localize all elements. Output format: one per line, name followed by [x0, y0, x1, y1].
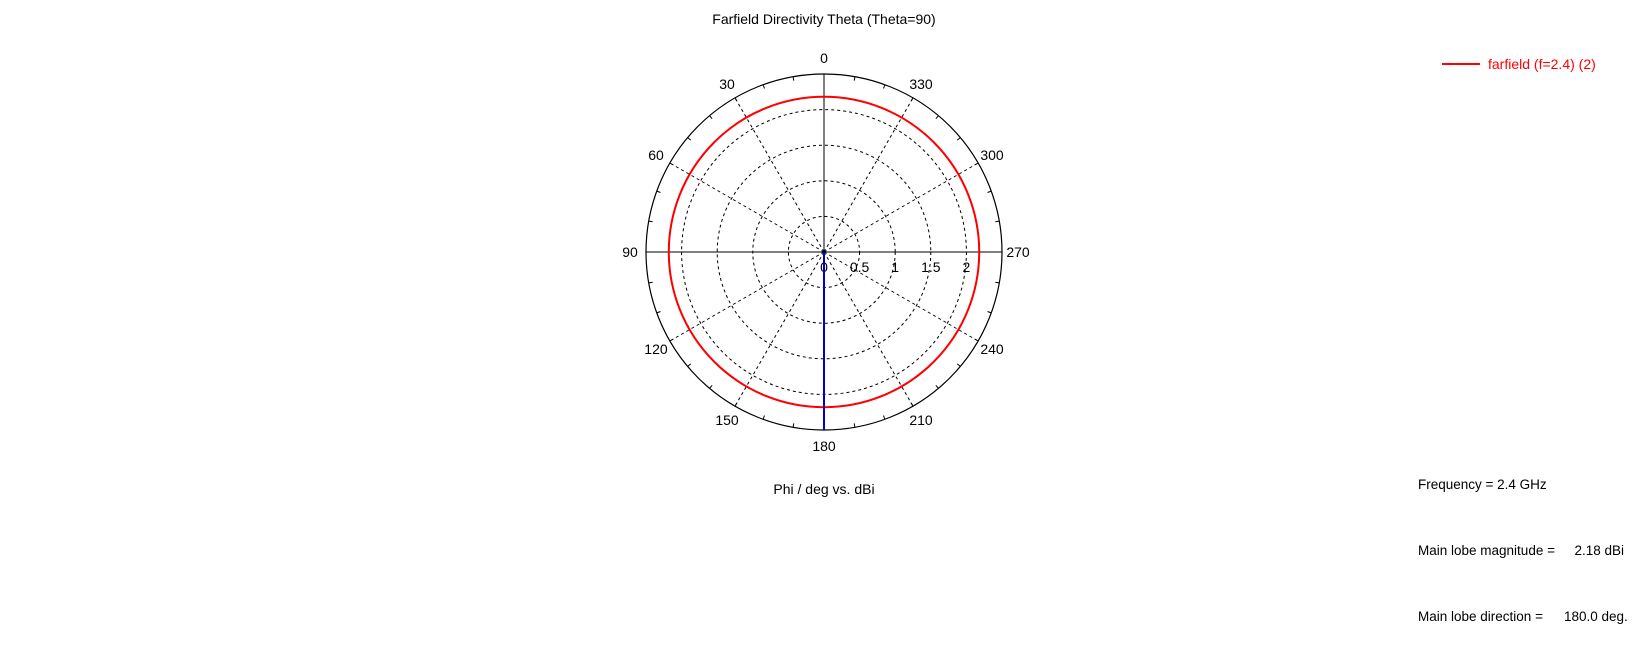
- outer-tick: [687, 137, 692, 141]
- outer-tick: [669, 162, 674, 166]
- outer-tick: [956, 137, 961, 141]
- main-lobe-direction-value: 180.0 deg.: [1564, 609, 1628, 624]
- grid-spoke-300: [823, 162, 979, 253]
- legend-label: farfield (f=2.4) (2): [1488, 56, 1596, 72]
- frequency-text: Frequency = 2.4 GHz: [1418, 477, 1547, 492]
- outer-tick: [734, 97, 738, 102]
- grid-spoke-150: [734, 251, 825, 407]
- frequency-info: Frequency = 2.4 GHz: [1418, 474, 1628, 496]
- grid-spoke-330: [823, 97, 914, 253]
- grid-spoke-30: [734, 97, 825, 253]
- outer-tick: [687, 363, 692, 367]
- angle-label-180: 180: [812, 438, 836, 454]
- polar-chart: Farfield Directivity Theta (Theta=90) 0 3…: [622, 11, 1596, 497]
- series-layer: [667, 95, 981, 430]
- angle-label-120: 120: [644, 341, 668, 357]
- angle-label-90: 90: [622, 244, 638, 260]
- outer-tick: [656, 311, 661, 314]
- radial-tick-label: 2: [963, 259, 971, 275]
- outer-tick: [853, 423, 856, 428]
- angle-label-0: 0: [820, 50, 828, 66]
- main-lobe-magnitude-label: Main lobe magnitude =: [1418, 543, 1555, 558]
- main-lobe-direction-info: Main lobe direction = 180.0 deg.: [1418, 606, 1628, 628]
- radial-tick-label: 0.5: [850, 259, 870, 275]
- outer-tick: [734, 402, 738, 407]
- outer-tick: [974, 338, 979, 342]
- legend: farfield (f=2.4) (2): [1442, 56, 1596, 72]
- grid-spoke-60: [669, 162, 825, 253]
- main-lobe-magnitude-value: 2.18 dBi: [1574, 543, 1624, 558]
- outer-tick: [762, 415, 765, 420]
- outer-tick: [762, 84, 765, 89]
- outer-tick: [669, 338, 674, 342]
- outer-tick: [956, 363, 961, 367]
- outer-tick: [648, 220, 653, 223]
- radial-tick-label: 1.5: [921, 259, 941, 275]
- radial-tick-labels: 00.511.52: [820, 259, 970, 275]
- angle-labels: 0 30 60 90 120 150 180 210 240 270 300 330: [622, 50, 1030, 454]
- outer-tick: [709, 384, 713, 389]
- outer-tick: [792, 76, 795, 81]
- outer-tick: [709, 115, 713, 120]
- main-lobe-magnitude-info: Main lobe magnitude = 2.18 dBi: [1418, 540, 1628, 562]
- outer-tick: [935, 384, 939, 389]
- angle-label-270: 270: [1006, 244, 1030, 260]
- outer-tick: [648, 281, 653, 284]
- angle-label-60: 60: [648, 147, 664, 163]
- outer-tick: [974, 162, 979, 166]
- outer-tick: [995, 220, 1000, 223]
- angle-label-330: 330: [909, 76, 933, 92]
- chart-title: Farfield Directivity Theta (Theta=90): [712, 11, 935, 27]
- grid-spoke-210: [823, 251, 914, 407]
- outer-tick: [987, 190, 992, 193]
- angle-label-300: 300: [980, 147, 1004, 163]
- outer-tick: [935, 115, 939, 120]
- outer-tick: [792, 423, 795, 428]
- angle-label-150: 150: [715, 412, 739, 428]
- outer-tick: [656, 190, 661, 193]
- info-panel: Frequency = 2.4 GHz Main lobe magnitude …: [1418, 430, 1628, 650]
- x-axis-label: Phi / deg vs. dBi: [773, 481, 874, 497]
- main-lobe-direction-label: Main lobe direction =: [1418, 609, 1543, 624]
- angle-label-240: 240: [980, 341, 1004, 357]
- outer-tick: [987, 311, 992, 314]
- outer-tick: [883, 415, 886, 420]
- outer-tick: [995, 281, 1000, 284]
- grid-spoke-240: [823, 251, 979, 342]
- outer-tick: [910, 402, 914, 407]
- outer-tick: [853, 76, 856, 81]
- radial-tick-label: 1: [891, 259, 899, 275]
- outer-tick: [883, 84, 886, 89]
- outer-tick: [910, 97, 914, 102]
- grid-spoke-120: [669, 251, 825, 342]
- angle-label-30: 30: [719, 76, 735, 92]
- angle-label-210: 210: [909, 412, 933, 428]
